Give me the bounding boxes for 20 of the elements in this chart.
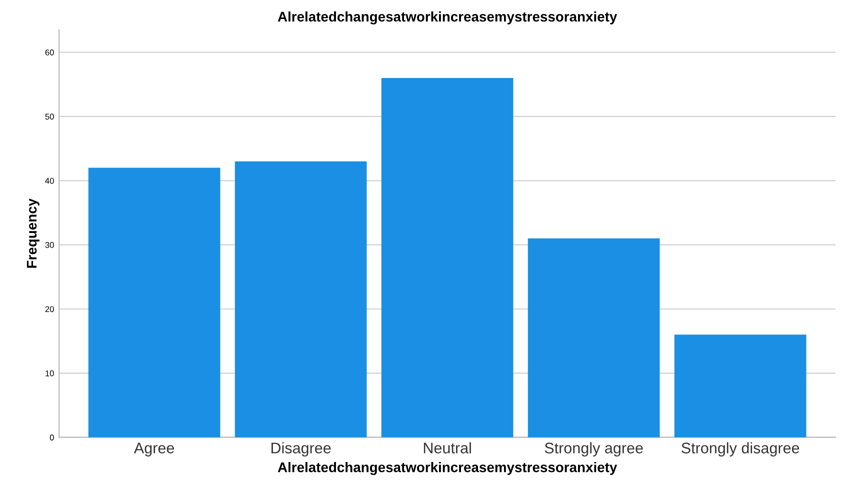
y-tick-label: 50 (45, 114, 54, 120)
x-tick-label: Disagree (272, 442, 331, 456)
x-tick-label: Neutral (424, 442, 471, 454)
y-tick-label: 30 (45, 242, 54, 248)
y-tick-label: 10 (46, 370, 54, 376)
y-tick-label: 0 (50, 434, 54, 440)
bar (88, 168, 220, 438)
bar (674, 334, 806, 438)
bar (528, 238, 660, 438)
y-tick-label: 20 (45, 306, 54, 312)
chart-title: Alrelatedchangesatworkincreasemystressoranxiety (278, 11, 618, 24)
bar (234, 161, 367, 438)
x-tick-label: Agree (134, 442, 174, 456)
x-tick-label: Strongly agree (544, 442, 643, 456)
x-tick-label: Strongly disagree (682, 442, 800, 456)
x-axis-title: Alrelatedchangesatworkincreasemystressoranxiety (278, 462, 618, 476)
y-tick-label: 60 (45, 49, 54, 56)
y-axis-title: Frequency (26, 198, 40, 268)
y-tick-label: 40 (45, 178, 54, 184)
bar (381, 78, 514, 438)
